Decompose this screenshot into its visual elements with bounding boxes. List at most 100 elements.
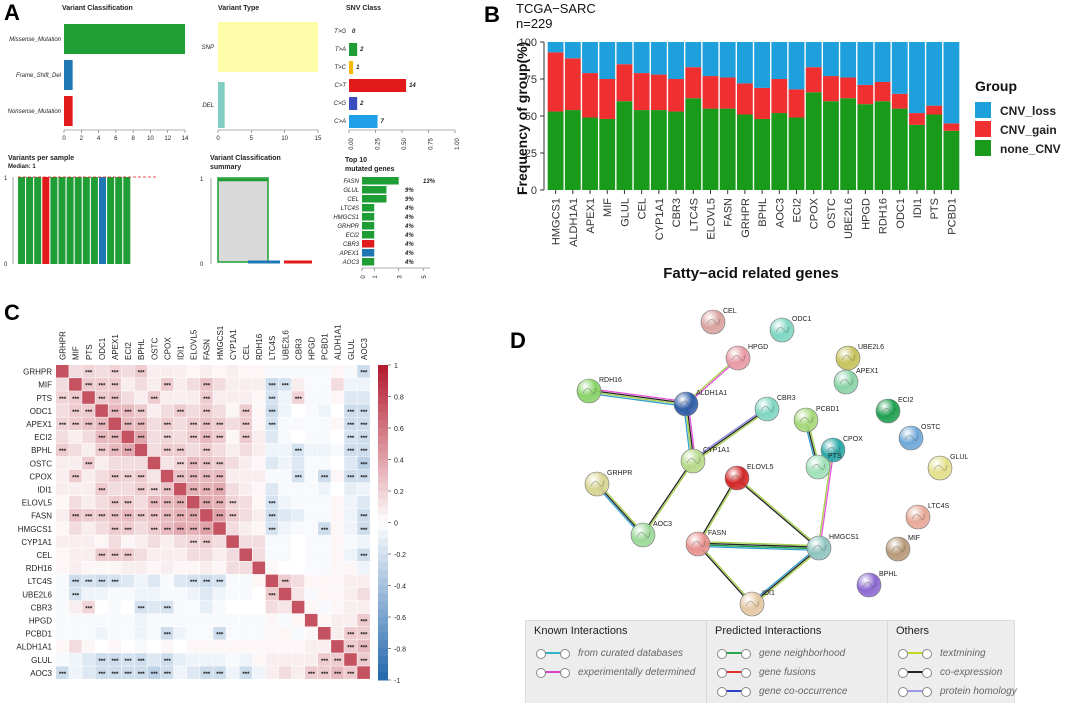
heatmap-cell bbox=[239, 482, 252, 496]
cnv-x-tick-label: CBR3 bbox=[671, 198, 683, 227]
heatmap-sig-mark: *** bbox=[111, 502, 119, 508]
heatmap-cell bbox=[304, 509, 318, 522]
heatmap-sig-mark: *** bbox=[190, 436, 198, 442]
heatmap-cell bbox=[318, 509, 331, 522]
cnv-bar-cnv-loss bbox=[616, 42, 633, 65]
heatmap-cell bbox=[213, 417, 226, 430]
heatmap-cell bbox=[121, 378, 135, 391]
heatmap-cell bbox=[226, 666, 239, 679]
cnv-bar-none-cnv bbox=[685, 98, 702, 190]
heatmap-cell bbox=[226, 600, 239, 614]
heatmap-cell bbox=[160, 456, 174, 470]
heatmap-sig-mark: *** bbox=[347, 410, 355, 416]
heatmap-cell bbox=[331, 587, 344, 601]
heatmap-cell bbox=[134, 561, 148, 575]
snv-label: C>A bbox=[334, 119, 346, 125]
heatmap-cell bbox=[147, 456, 161, 470]
vc-bar-missense_mutation bbox=[64, 24, 185, 54]
heatmap-cell bbox=[200, 561, 213, 575]
heatmap-cell bbox=[357, 482, 370, 496]
heatmap-cell bbox=[213, 522, 226, 535]
colorbar-segment bbox=[378, 459, 388, 468]
heatmap-cell bbox=[147, 404, 161, 417]
heatmap-cell bbox=[69, 469, 82, 483]
cnv-bar-none-cnv bbox=[736, 114, 753, 190]
heatmap-cell bbox=[147, 561, 161, 575]
heatmap-cell bbox=[95, 666, 108, 679]
heatmap-cell bbox=[108, 417, 121, 430]
heatmap-cell bbox=[134, 404, 148, 417]
heatmap-cell bbox=[344, 496, 357, 509]
heatmap-cell bbox=[108, 404, 121, 417]
heatmap-cell bbox=[265, 365, 279, 378]
cnv-bar-cnv-gain bbox=[823, 76, 839, 102]
network-node-label: PTS bbox=[828, 453, 842, 460]
heatmap-cell bbox=[344, 378, 357, 391]
heatmap-cell bbox=[56, 653, 69, 666]
heatmap-cell bbox=[82, 456, 95, 470]
heatmap-cell bbox=[318, 561, 331, 575]
heatmap-cell bbox=[121, 522, 135, 535]
cnv-bar-none-cnv bbox=[702, 108, 719, 190]
heatmap-cell bbox=[239, 469, 252, 483]
heatmap-cell bbox=[69, 378, 82, 391]
heatmap-col-label: UBE2L6 bbox=[281, 330, 290, 360]
heatmap-cell bbox=[344, 443, 357, 457]
heatmap-cell bbox=[318, 522, 331, 535]
cnv-bar-none-cnv bbox=[616, 101, 633, 190]
heatmap-sig-mark: *** bbox=[177, 410, 185, 416]
heatmap-cell bbox=[213, 535, 226, 548]
heatmap-cell bbox=[200, 378, 213, 391]
heatmap-cell bbox=[134, 666, 148, 679]
network-node-odc1 bbox=[769, 317, 795, 343]
heatmap-row-label: AOC3 bbox=[30, 669, 52, 678]
heatmap-cell bbox=[56, 666, 69, 679]
heatmap-cell bbox=[56, 469, 69, 483]
colorbar-segment bbox=[378, 514, 388, 523]
heatmap-cell bbox=[357, 443, 370, 457]
network-node-label: PCBD1 bbox=[816, 406, 839, 413]
heatmap-sig-mark: *** bbox=[282, 580, 290, 586]
colorbar-tick-label: -0.8 bbox=[394, 647, 406, 654]
heatmap-cell bbox=[357, 509, 370, 522]
network-node-label: FASN bbox=[708, 530, 726, 537]
heatmap-cell bbox=[252, 587, 266, 601]
cnv-bar-none-cnv bbox=[668, 111, 684, 190]
snv-tick-label: 1.00 bbox=[455, 138, 461, 150]
heatmap-sig-mark: *** bbox=[321, 672, 329, 678]
heatmap-cell bbox=[344, 535, 357, 548]
heatmap-cell bbox=[108, 627, 121, 640]
cnv-bar-none-cnv bbox=[771, 113, 788, 190]
cnv-x-tick-label: PCBD1 bbox=[946, 198, 958, 235]
snv-bar bbox=[349, 97, 358, 110]
heatmap-cell bbox=[318, 404, 331, 417]
heatmap-sig-mark: *** bbox=[216, 475, 224, 481]
heatmap-cell bbox=[69, 640, 82, 653]
heatmap-cell bbox=[331, 443, 344, 457]
cnv-bar-cnv-gain bbox=[805, 67, 822, 93]
network-node-label: UBE2L6 bbox=[858, 344, 884, 351]
heatmap-cell bbox=[147, 653, 161, 666]
heatmap-cell bbox=[187, 522, 200, 535]
heatmap-cell bbox=[318, 600, 331, 614]
heatmap-cell bbox=[121, 456, 135, 470]
network-node-mif bbox=[885, 536, 911, 562]
heatmap-row-label: ALDH1A1 bbox=[16, 643, 52, 652]
heatmap-cell bbox=[331, 613, 344, 627]
heatmap-cell bbox=[226, 496, 239, 509]
heatmap-cell bbox=[265, 640, 279, 653]
heatmap-cell bbox=[121, 535, 135, 548]
heatmap-cell bbox=[252, 666, 266, 679]
heatmap-cell bbox=[160, 496, 174, 509]
heatmap-cell bbox=[82, 496, 95, 509]
heatmap-cell bbox=[134, 509, 148, 522]
colorbar-segment bbox=[378, 506, 388, 516]
heatmap-cell bbox=[187, 378, 200, 391]
heatmap-cell bbox=[291, 574, 305, 588]
heatmap-sig-mark: *** bbox=[138, 371, 146, 377]
network-edge bbox=[692, 408, 768, 462]
heatmap-sig-mark: *** bbox=[269, 423, 277, 429]
heatmap-cell bbox=[291, 456, 305, 470]
heatmap-sig-mark: *** bbox=[360, 475, 368, 481]
heatmap-cell bbox=[304, 430, 318, 444]
